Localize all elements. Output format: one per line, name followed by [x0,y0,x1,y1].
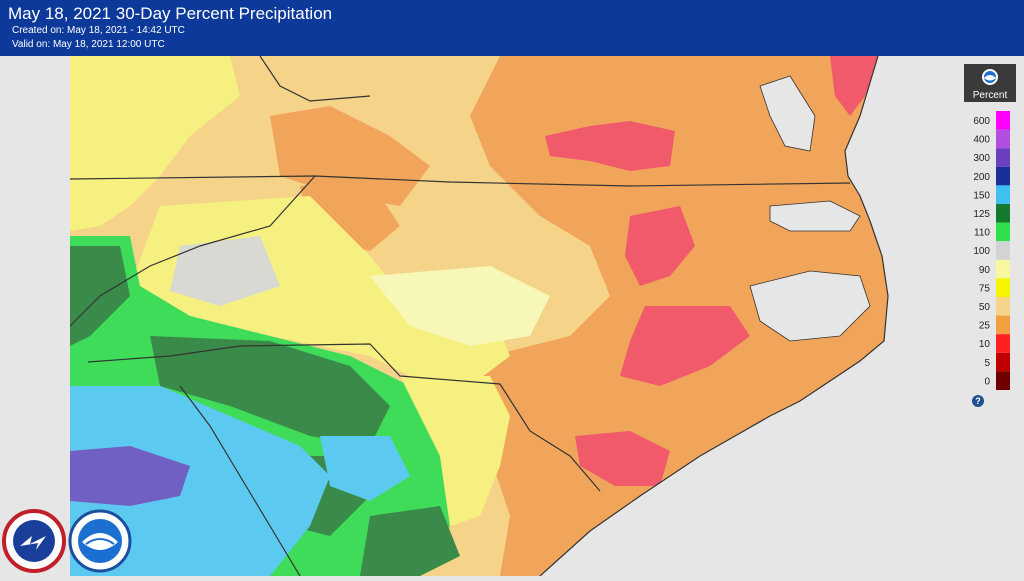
legend-svg: Percent 60040030020015012511010090755025… [964,64,1016,407]
zone-red-3 [620,306,750,386]
va-nc-border [70,175,851,187]
legend-label-600: 600 [973,116,990,127]
noaa-seal-icon [68,509,132,573]
legend-swatch-100 [996,241,1010,260]
legend-label-400: 400 [973,135,990,146]
zone-green-dark-2 [150,336,390,446]
legend-label-200: 200 [973,172,990,183]
legend-swatch-90 [996,259,1010,279]
legend-swatch-600 [996,111,1010,130]
legend-label-110: 110 [974,228,990,239]
legend-label-0: 0 [984,376,990,387]
ga-sc-border [179,385,301,576]
noaa-logo-icon [982,69,998,85]
zone-red-1 [545,121,675,171]
zone-purple [70,446,190,506]
zone-red-4 [575,431,670,486]
zone-near-border [400,376,510,526]
legend-label-5: 5 [984,358,990,369]
legend-swatch-0 [996,371,1010,390]
zone-gray-1 [170,236,280,306]
legend-swatch-150 [996,185,1010,204]
legend-swatch-75 [996,278,1010,297]
coastline [539,56,889,576]
page-title: May 18, 2021 30-Day Percent Precipitatio… [8,4,333,23]
va-wv-border [259,56,371,102]
zone-red-5 [830,56,880,116]
precipitation-map[interactable] [70,56,890,576]
pamlico-sound [749,270,871,342]
legend-label-300: 300 [973,153,990,164]
legend-swatch-200 [996,166,1010,186]
legend-label-90: 90 [979,265,991,276]
agency-logos [2,506,136,576]
svg-text:?: ? [975,396,981,406]
title-bar: May 18, 2021 30-Day Percent Precipitatio… [0,0,1024,56]
legend-swatch-300 [996,148,1010,167]
legend-label-150: 150 [973,190,990,201]
legend-swatch-400 [996,129,1010,149]
legend-swatch-110 [996,222,1010,242]
legend-label-100: 100 [973,246,990,257]
legend-swatch-50 [996,297,1010,316]
tn-nc-border [70,175,316,327]
valid-timestamp: Valid on: May 18, 2021 12:00 UTC [12,39,165,50]
legend-label-50: 50 [979,302,991,313]
legend-label-75: 75 [979,283,991,294]
nc-sc-border [87,343,601,492]
help-question-icon[interactable]: ? [972,395,984,407]
zone-lightyellow [370,266,550,346]
legend-swatch-25 [996,315,1010,335]
albemarle-sound [769,200,861,232]
zone-blue-2 [320,436,410,501]
legend-swatch-10 [996,334,1010,353]
created-timestamp: Created on: May 18, 2021 - 14:42 UTC [12,25,185,36]
legend-label-10: 10 [979,339,991,350]
chesapeake-bay [759,75,816,152]
zone-green-dark-4 [360,506,460,576]
legend-panel: Percent 600 400 300 200 150 125 110 100 90 75 50 25… [962,64,1018,410]
legend-swatch-125 [996,204,1010,223]
legend-label-125: 125 [973,209,990,220]
zone-yellow-west [70,56,240,231]
legend-swatch-5 [996,352,1010,372]
zone-blue [70,386,330,576]
zone-red-2 [625,206,695,286]
national-weather-service-logo-icon [2,509,66,573]
legend-label-25: 25 [979,321,991,332]
legend-title: Percent [973,90,1008,101]
